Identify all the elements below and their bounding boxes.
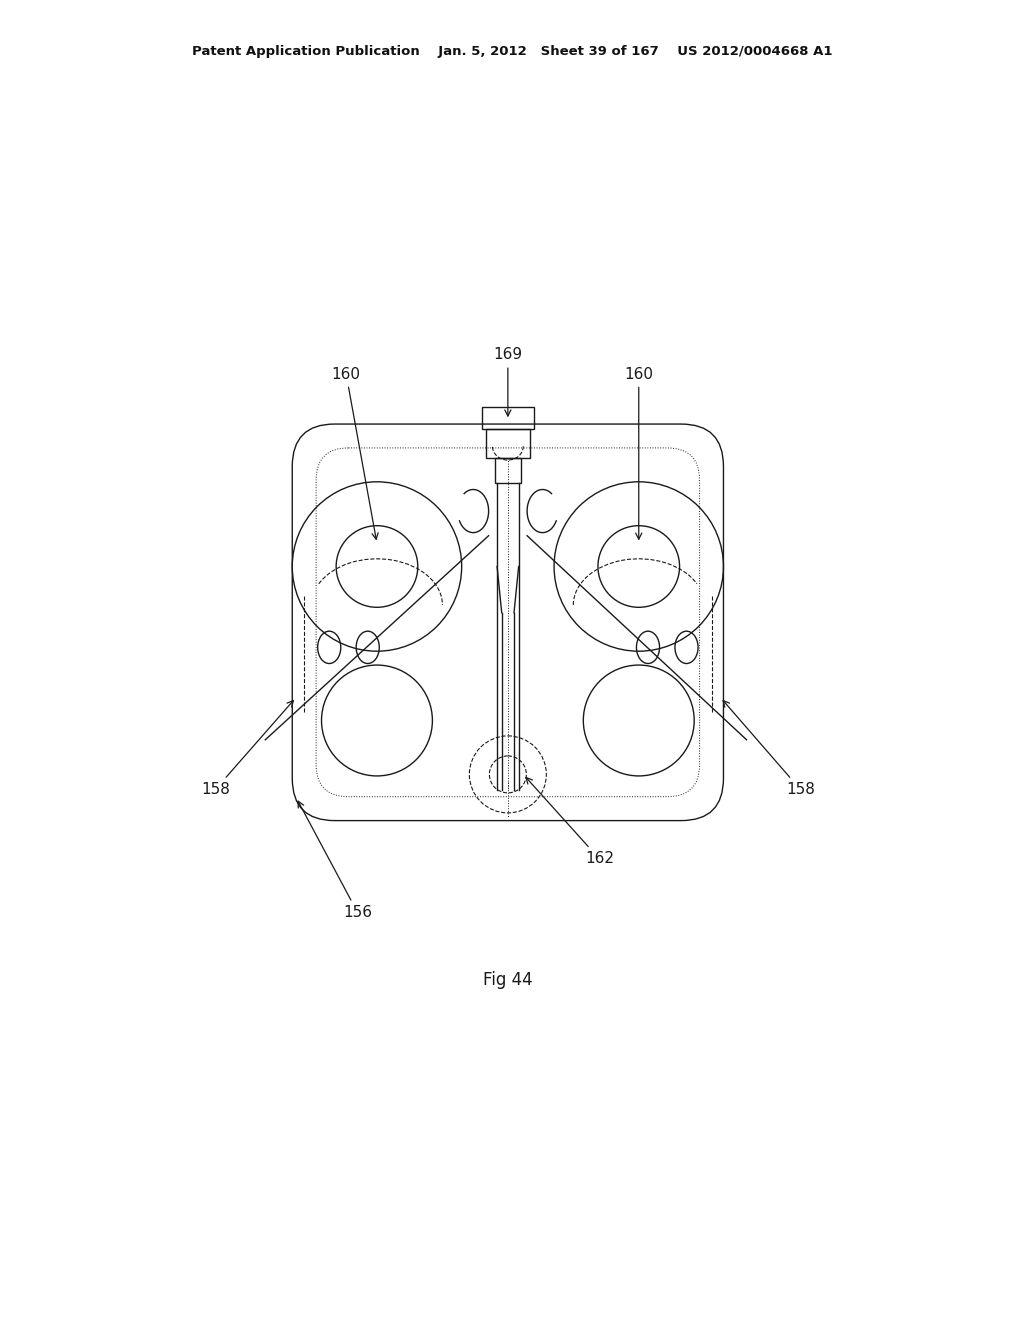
Text: 158: 158 [723,701,815,797]
Text: Fig 44: Fig 44 [483,970,532,989]
Text: 160: 160 [625,367,653,540]
Text: 160: 160 [332,367,378,540]
Text: 156: 156 [298,801,372,920]
Text: 158: 158 [201,701,293,797]
Bar [481,407,535,429]
Bar [495,458,521,483]
Text: Patent Application Publication    Jan. 5, 2012   Sheet 39 of 167    US 2012/0004: Patent Application Publication Jan. 5, 2… [191,45,833,58]
Text: 162: 162 [526,777,613,866]
Text: 169: 169 [494,347,522,416]
Bar [485,429,530,458]
